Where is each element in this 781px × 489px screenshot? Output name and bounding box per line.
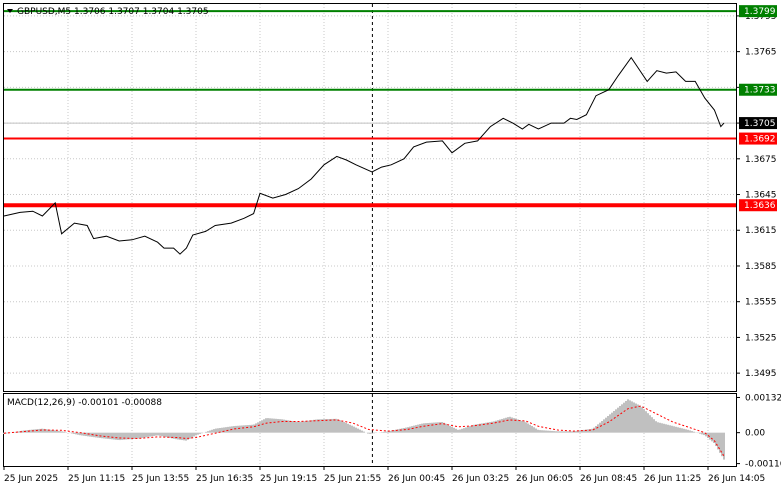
price-tick-label: 1.3615 bbox=[745, 226, 777, 236]
current-price-label: 1.3705 bbox=[744, 119, 776, 129]
level-label-1.3636: 1.3636 bbox=[744, 201, 776, 211]
macd-axis: 0.00132 0.00 -0.00116 bbox=[736, 393, 781, 470]
level-tag-1.3799 bbox=[739, 5, 777, 18]
price-tick-label: 1.3645 bbox=[745, 191, 777, 201]
level-label-1.3799: 1.3799 bbox=[744, 7, 776, 17]
time-tick-label: 26 Jun 06:05 bbox=[516, 474, 573, 484]
macd-signal-line bbox=[3, 405, 725, 457]
level-tag-1.3692 bbox=[739, 132, 777, 145]
macd-tick-label: -0.00116 bbox=[745, 460, 781, 470]
price-tick-label: 1.3495 bbox=[745, 369, 777, 379]
macd-title-text: MACD(12,26,9) -0.00101 -0.00088 bbox=[7, 398, 162, 408]
price-level-labels: 1.3799 1.3733 1.3692 1.3636 1.3705 bbox=[739, 5, 777, 212]
dropdown-arrow-icon[interactable] bbox=[7, 9, 13, 13]
price-axis: 1.37951.37651.37351.37051.36751.36451.36… bbox=[736, 12, 777, 379]
time-tick-label: 25 Jun 2025 bbox=[4, 474, 58, 484]
price-tick-label: 1.3765 bbox=[745, 48, 777, 58]
level-tag-1.3636 bbox=[739, 199, 777, 212]
time-tick-label: 25 Jun 16:35 bbox=[196, 474, 253, 484]
time-tick-label: 25 Jun 11:15 bbox=[68, 474, 125, 484]
price-tick-label: 1.3675 bbox=[745, 155, 777, 165]
price-tick-label: 1.3555 bbox=[745, 298, 777, 308]
price-series-line bbox=[3, 56, 725, 255]
current-price-tag bbox=[739, 117, 777, 130]
price-levels bbox=[4, 10, 736, 208]
level-label-1.3733: 1.3733 bbox=[744, 86, 776, 96]
chart-title-text: GBPUSD,M5 1.3706 1.3707 1.3704 1.3705 bbox=[17, 7, 209, 17]
price-tick-label: 1.3585 bbox=[745, 262, 777, 272]
price-panel[interactable]: 1.37951.37651.37351.37051.36751.36451.36… bbox=[3, 3, 778, 392]
macd-tick-label: 0.00 bbox=[745, 429, 765, 439]
time-tick-label: 26 Jun 03:25 bbox=[452, 474, 509, 484]
time-axis: 25 Jun 2025 25 Jun 11:15 25 Jun 13:55 25 Ju… bbox=[3, 466, 765, 484]
time-tick-label: 26 Jun 00:45 bbox=[388, 474, 445, 484]
time-tick-label: 25 Jun 19:15 bbox=[260, 474, 317, 484]
chart-title: GBPUSD,M5 1.3706 1.3707 1.3704 1.3705 bbox=[7, 7, 209, 17]
time-tick-label: 26 Jun 14:05 bbox=[708, 474, 765, 484]
time-tick-label: 25 Jun 21:55 bbox=[324, 474, 381, 484]
macd-panel[interactable]: 0.00132 0.00 -0.00116 MACD(12,26,9) -0.001… bbox=[3, 393, 781, 470]
level-label-1.3692: 1.3692 bbox=[744, 135, 776, 145]
level-tag-1.3733 bbox=[739, 83, 777, 96]
price-tick-label: 1.3525 bbox=[745, 333, 777, 343]
macd-histogram bbox=[3, 399, 725, 460]
macd-tick-label: 0.00132 bbox=[745, 393, 781, 403]
price-panel-frame bbox=[3, 3, 737, 392]
time-tick-label: 26 Jun 11:25 bbox=[644, 474, 701, 484]
time-tick-label: 26 Jun 08:45 bbox=[580, 474, 637, 484]
time-tick-label: 25 Jun 13:55 bbox=[132, 474, 189, 484]
